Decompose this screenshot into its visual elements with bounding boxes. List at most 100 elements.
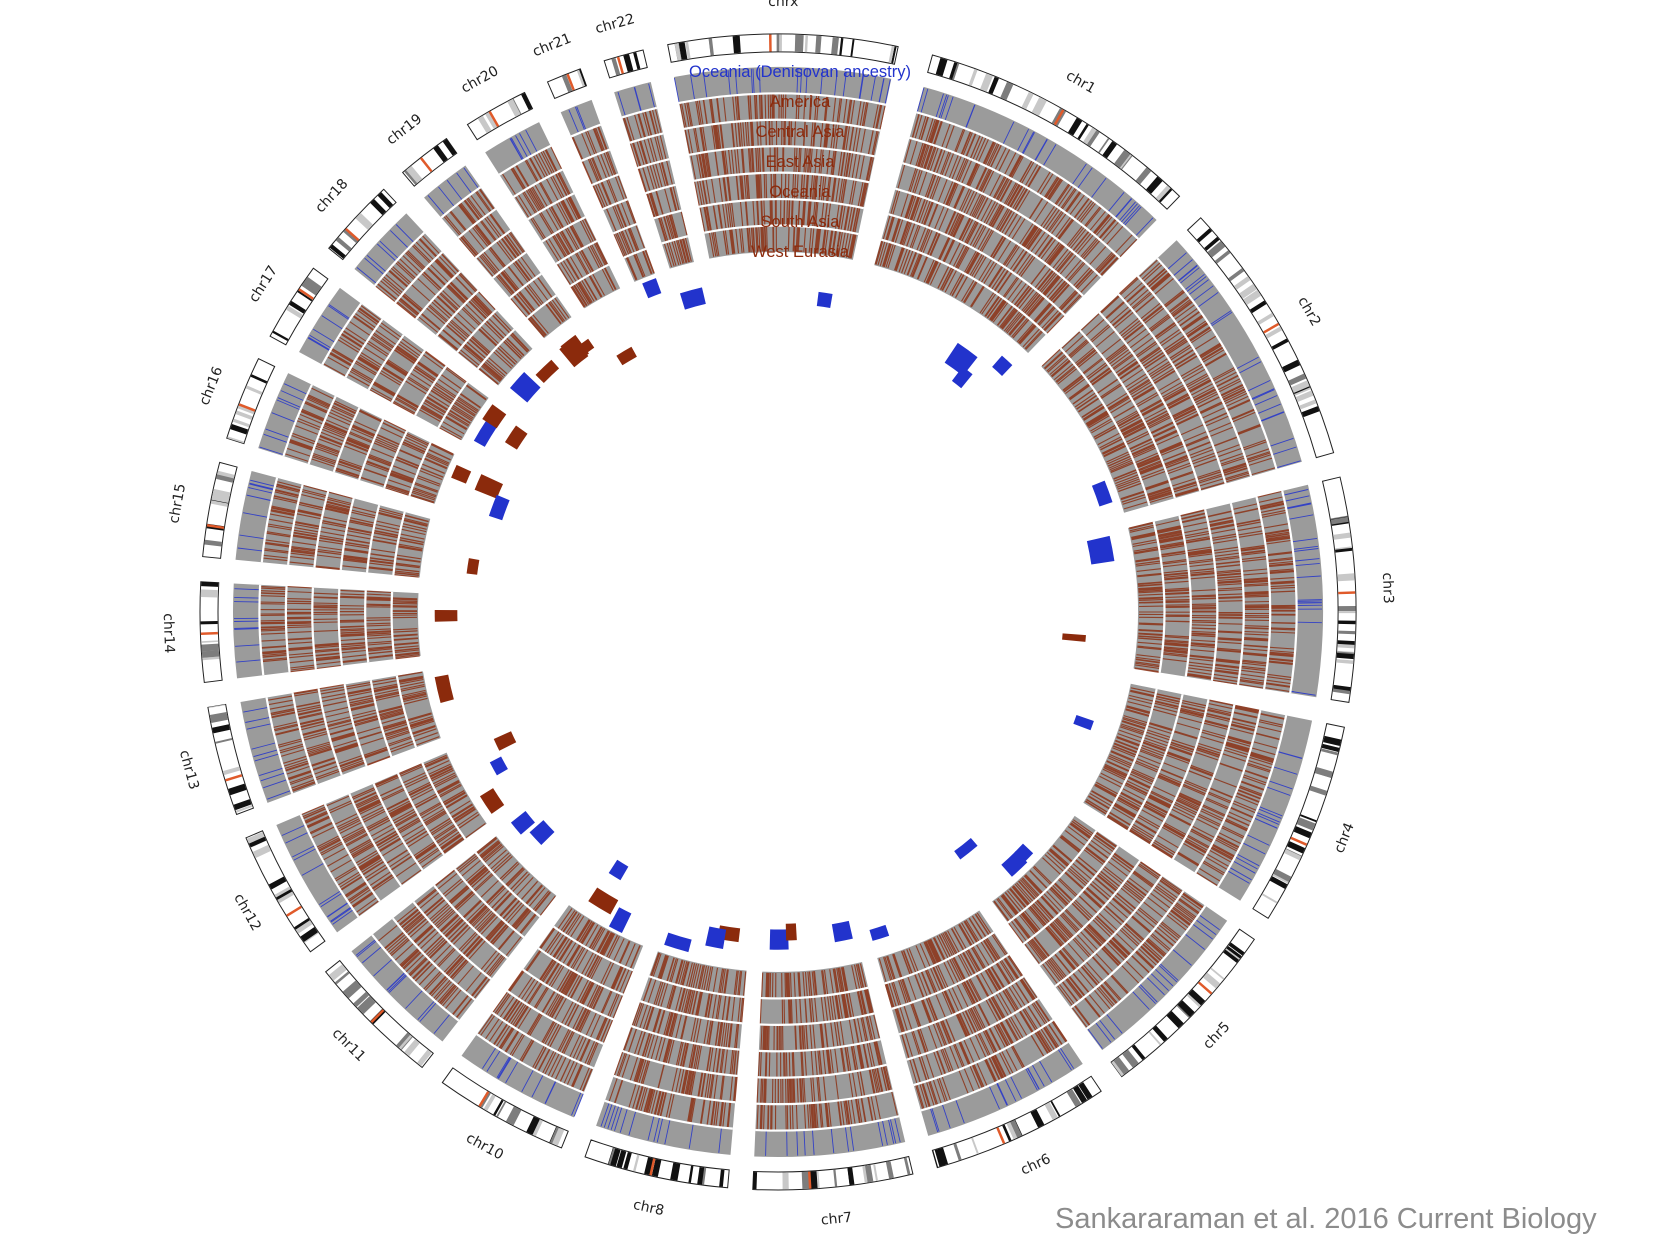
chr6-ring-separator [891,953,1010,1010]
chr10-segments-ring-2 [525,950,623,1019]
chrx-ring-separator [704,224,859,236]
chr12-ring-separator [348,793,403,887]
chr3-neanderthal-desert-block [1062,633,1086,642]
chrx-ideogram-band [815,35,822,54]
chr7-ideogram-band [873,1164,879,1182]
chr5-ideogram-band [1148,1031,1162,1046]
chr7-ideogram-band [801,1171,810,1189]
chr13-ring-separator [343,684,368,767]
chr13-segments-ring-4 [293,688,340,781]
chr10-ideogram-band [509,1108,522,1126]
chr5-ideogram-band [1186,993,1201,1008]
chr1-ideogram-band [1077,123,1089,140]
chr10-ring-separator [491,1011,595,1070]
chr11-segments-ring-1 [456,853,537,935]
chr4-denisovan-desert-block [1073,714,1094,731]
chr19-ring-separator [440,186,482,219]
chr19-ideogram-band [407,165,423,183]
chr20-ideogram-band [521,92,533,110]
chr14-segments-ring-1 [366,590,394,659]
chr4-ideogram-band [1269,876,1288,889]
chr8-ideogram-band [610,1148,621,1167]
chr2-segments-ring-1 [1061,331,1174,504]
chr8-ideogram-band [651,1158,662,1177]
chr4-segments-ring-6 [1228,751,1303,884]
chr16-segments-ring-4 [311,400,357,468]
chr11-segments-ring-4 [396,906,490,999]
chr7-label: chr7 [820,1210,853,1229]
chr4-ideogram-band [1293,826,1312,839]
chr21-segments-ring-5 [571,126,608,160]
chr20-ring-separator [541,216,586,243]
chr14-ideogram-band [201,650,220,658]
chrx-segments-ring-6 [673,68,891,104]
chr12-ring-separator [396,772,445,856]
chr2-ideogram-band [1249,300,1267,314]
chr8-segments-ring-6 [600,1103,722,1153]
chr17-ideogram-band [297,290,313,302]
chr4-ring-separator [1127,694,1184,832]
chr4-ideogram-band [1309,785,1328,796]
chrx-ideogram-band [685,41,691,59]
chr20-segments-ring-5 [502,146,563,195]
chr16-centromere [238,403,256,412]
chr17-segments-ring-0 [439,384,487,440]
chr1-ideogram-band [1120,154,1132,169]
chr18-ring-separator [394,251,444,303]
chr21-ideogram-band [576,69,585,87]
chr3-segments-ring-4 [1233,503,1270,689]
chr4-ring-separator [1194,709,1262,874]
chr21-segments-ring-1 [613,225,645,257]
chr17-ideogram-band [303,276,322,292]
chr7-segments-ring-6 [765,1118,901,1156]
chr4-segments-ring-1 [1106,693,1181,831]
chr15-label: chr15 [166,482,189,524]
chr12-centromere [286,905,302,917]
chr1-segments-ring-5 [911,113,1138,258]
chr8-ring-separator [630,1025,740,1051]
chr1-ideogram-band [1067,117,1083,136]
chr13-ring-separator [395,675,418,748]
chr8-ring-separator [622,1049,738,1078]
chr19-segments-ring-6 [427,167,479,215]
chr14-segments-ring-6 [233,588,261,663]
chr20-ring-separator [512,168,563,198]
chr6-ideogram-band [1006,1122,1018,1140]
chr18-ring-separator [415,270,462,320]
chr8-segments-ring-0 [650,952,747,996]
chr14-ring-separator [311,587,317,669]
chr6-ideogram-band [1050,1100,1061,1117]
chr15-segments-ring-5 [263,481,301,562]
chr14-ideogram-band [201,581,219,587]
chr1-ideogram-band [1083,127,1098,145]
chrx-ideogram-band [888,45,895,64]
chrx-ideogram-band [708,38,714,56]
chr21-ideogram-band [561,74,573,93]
chrx-ideogram-band [850,39,855,57]
chr2-ideogram-band [1299,399,1317,410]
chr16-ideogram-band [250,374,268,384]
chr11-ring-separator [474,851,541,918]
chr10-ideogram-band [493,1099,504,1116]
chr4-centromere [1290,836,1308,846]
chr18-ring-separator [456,309,498,353]
chr20-segments-ring-0 [570,267,617,308]
chr11-segments-ring-2 [435,869,522,957]
chr11-ideogram-band [328,964,347,981]
chr15-segments-ring-1 [368,507,404,572]
chr12-ideogram-band [274,886,291,898]
chr12-ideogram-band [248,836,267,848]
chr2-ideogram-band [1265,326,1283,339]
chr5-ideogram-band [1226,945,1242,959]
chr10-segments-ring-5 [478,1013,593,1092]
chr1-ideogram-band [1021,91,1034,110]
chr14-ideogram-band [201,640,219,643]
chrx-ideogram-band [678,42,684,60]
chr20-ideogram-band [507,99,521,117]
chr3-ring-separator [1281,490,1298,694]
chr8-ideogram-band [644,1157,655,1176]
legend-denisovan-oceania: Oceania (Denisovan ancestry) [689,63,911,81]
chr17-ring-separator [344,318,384,378]
chr16-ideogram-band [227,436,245,444]
chr7-ideogram-band [865,1164,874,1183]
